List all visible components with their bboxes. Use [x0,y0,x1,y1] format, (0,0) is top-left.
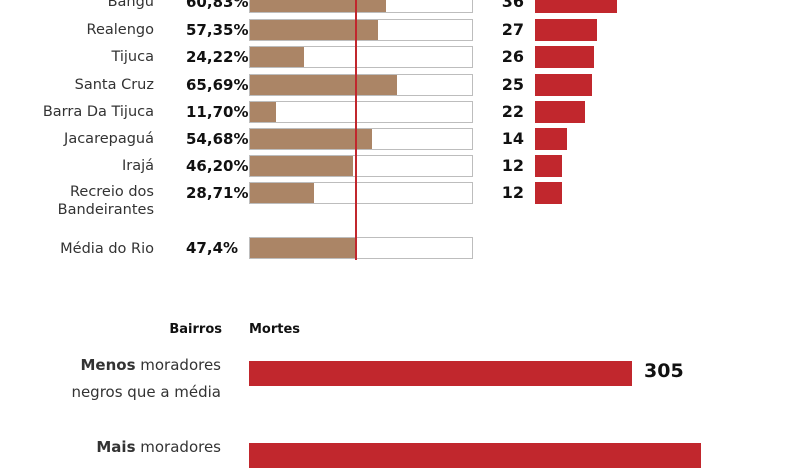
death-label: 14 [501,129,524,148]
percent-bar [250,47,305,67]
group-label-rest: moradores [135,356,221,374]
percent-track [249,46,473,68]
death-bar [535,128,567,150]
percent-track [249,74,473,96]
percent-label: 28,71% [186,184,249,202]
header-bairros: Bairros [169,322,222,337]
death-bar [535,74,592,96]
death-bar [535,155,563,177]
percent-track [249,19,473,41]
percent-label: 54,68% [186,130,249,148]
category-label: Bangu [107,0,154,10]
average-value-label: 47,4% [186,239,239,257]
death-label: 36 [501,0,524,11]
group-label-bold: Menos [80,356,136,374]
category-label: Jacarepaguá [64,131,154,147]
category-label: Realengo [86,22,154,38]
death-bar [535,0,618,13]
group-value-label: 305 [644,360,684,382]
percent-label: 11,70% [186,103,249,121]
percent-label: 65,69% [186,76,249,94]
percent-bar [250,129,373,149]
category-label: Recreio dos Bandeirantes [57,184,154,218]
group-label: Mais moradores [96,434,221,461]
death-bar [535,19,597,41]
category-label: Barra Da Tijuca [42,104,154,120]
category-label: Irajá [121,158,154,174]
percent-label: 60,83% [186,0,249,11]
percent-track [249,155,473,177]
average-label: Média do Rio [60,241,154,257]
group-label-bold: Mais [96,438,136,456]
death-label: 26 [501,47,524,66]
average-bar [250,238,357,258]
death-label: 25 [501,75,524,94]
death-bar [535,101,586,123]
percent-bar [250,20,379,40]
group-bar [249,361,632,386]
death-bar [535,182,563,204]
death-label: 22 [501,102,524,121]
death-label: 27 [501,20,524,39]
percent-bar [250,75,398,95]
percent-bar [250,0,387,12]
percent-label: 24,22% [186,48,249,66]
death-label: 12 [501,183,524,202]
percent-bar [250,102,277,122]
percent-track [249,0,473,13]
category-label: Santa Cruz [74,77,154,93]
percent-bar [250,183,315,203]
group-label: Menos moradores negros que a média [71,352,221,406]
percent-track [249,101,473,123]
percent-label: 57,35% [186,21,249,39]
category-label: Tijuca [111,49,154,65]
death-bar [535,46,595,68]
percent-bar [250,156,354,176]
percent-label: 46,20% [186,157,249,175]
average-line [355,0,358,260]
group-label-rest: moradores [135,438,221,456]
header-mortes: Mortes [249,322,301,337]
group-bar [249,443,702,468]
percent-track [249,128,473,150]
group-label-line2: negros que a média [71,383,221,401]
percent-track [249,182,473,204]
death-label: 12 [501,156,524,175]
average-track [249,237,473,259]
